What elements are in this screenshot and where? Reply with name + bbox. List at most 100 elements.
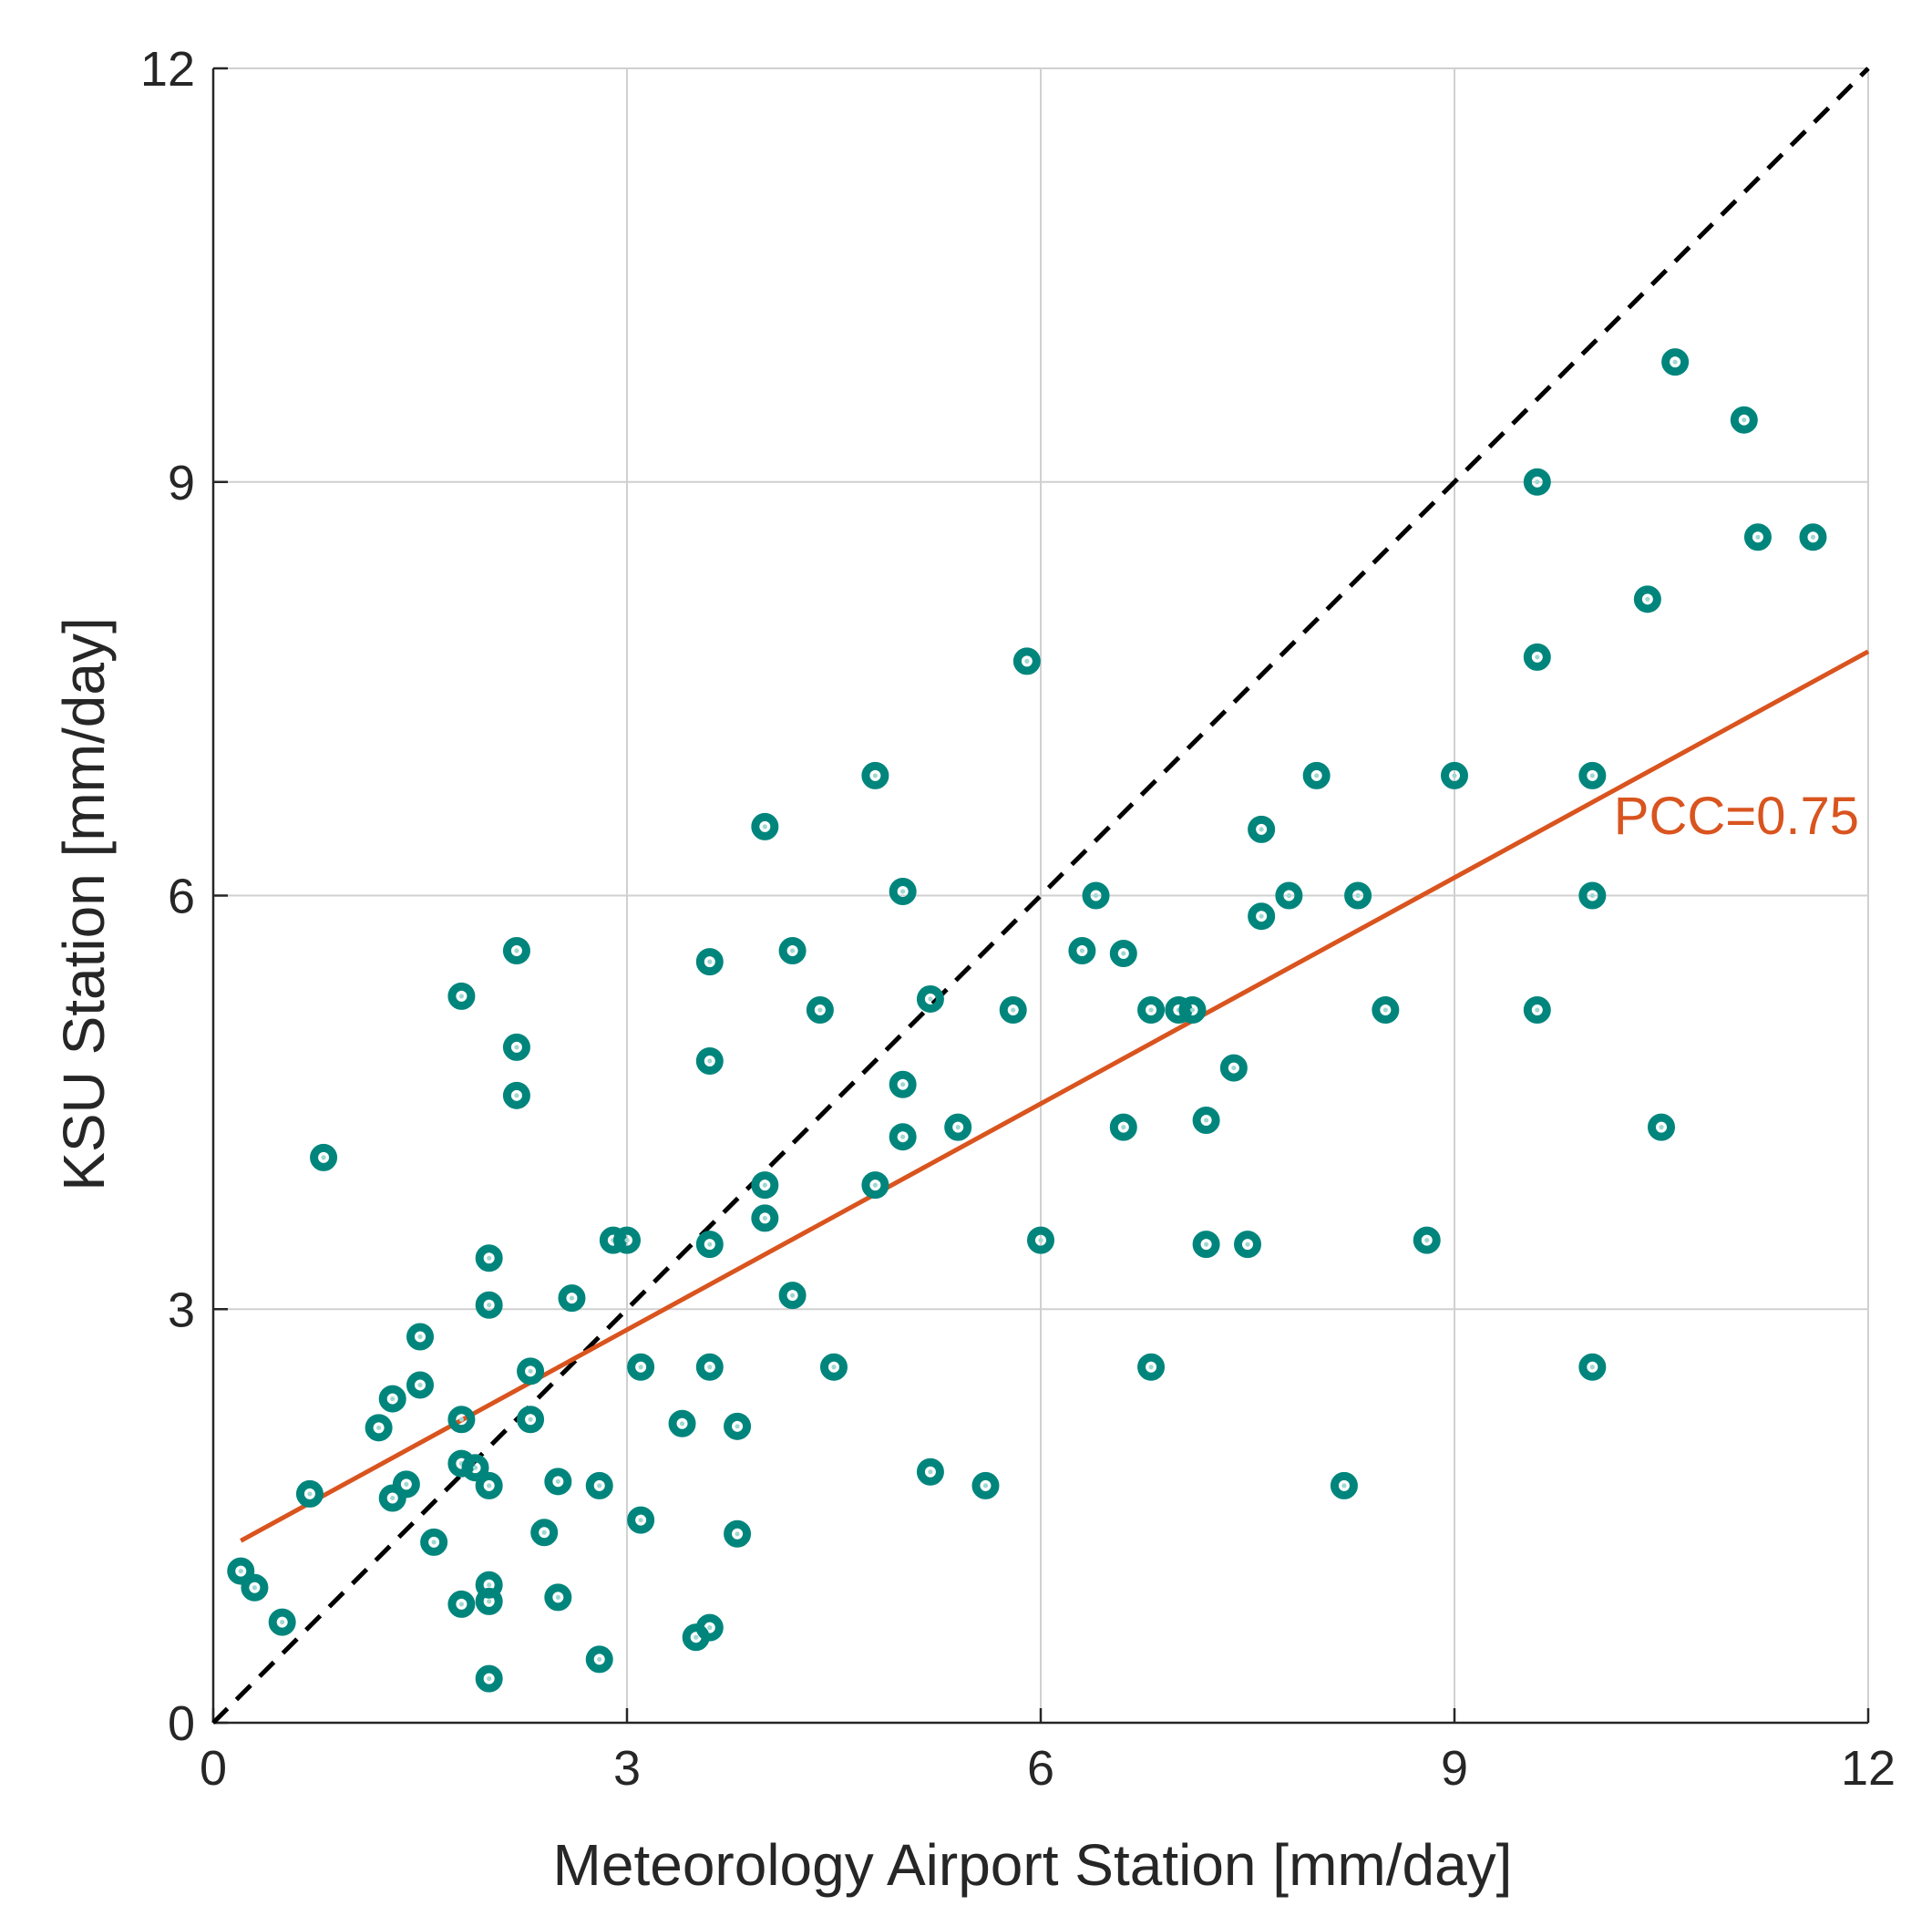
data-point-center [569,1295,575,1301]
data-point-2 [268,1608,296,1636]
data-point-15 [447,1590,476,1618]
data-point-ring [1082,881,1110,910]
data-point-ring [585,1645,613,1674]
data-point-center [1121,1125,1126,1130]
data-point-28 [530,1519,559,1547]
data-point-75 [1192,1231,1220,1259]
data-point-ring [406,1371,434,1399]
data-point-62 [971,1471,1000,1499]
data-point-42 [695,1231,724,1259]
data-point-82 [1330,1471,1358,1499]
data-point-ring [1165,996,1193,1025]
data-point-90 [1578,761,1607,789]
data-point-center [1382,1007,1388,1013]
data-point-ring [227,1557,255,1585]
y-tick-label-2: 6 [168,870,195,924]
data-point-47 [751,812,779,840]
data-point-ring [1027,1226,1054,1254]
data-point-ring [420,1528,448,1556]
x-axis-label: Meteorology Airport Station [mm/day] [553,1832,1513,1898]
data-point-80 [1275,881,1303,910]
data-point-76 [1219,1054,1248,1082]
data-point-ring [544,1583,572,1612]
data-point-center [597,1656,602,1663]
data-point-center [707,1241,713,1247]
data-point-center [1011,1007,1016,1013]
data-point-40 [695,948,724,976]
data-point-center [487,1676,492,1682]
data-point-center [404,1481,409,1487]
data-point-center [321,1155,326,1160]
data-point-61 [944,1113,972,1141]
data-point-71 [1137,1353,1166,1381]
data-point-ring [1068,937,1096,964]
data-point-ring [1248,902,1276,931]
data-point-ring [1799,523,1827,551]
data-point-ring [475,1471,503,1499]
data-point-center [624,1238,630,1243]
data-point-center [872,1182,879,1188]
data-point-ring [1109,940,1137,968]
data-point-78 [1248,815,1276,843]
data-point-67 [1082,881,1110,910]
data-point-center [458,1602,464,1607]
data-point-center [900,889,906,894]
data-point-ring [999,996,1027,1025]
data-point-ring [627,1353,655,1381]
data-point-center [390,1396,396,1402]
data-point-21 [475,1587,503,1615]
x-tick-label-1: 3 [613,1741,641,1796]
data-point-24 [502,1033,530,1061]
data-point-center [928,996,933,1002]
data-point-ring [806,996,834,1025]
data-point-98 [1799,523,1827,551]
data-point-ring [724,1519,752,1548]
y-tick-label-3: 9 [168,456,195,510]
data-point-center [555,1478,560,1484]
data-point-ring [778,1282,807,1310]
data-point-ring [695,1231,724,1259]
data-point-91 [1578,881,1607,910]
data-point-ring [751,1204,779,1232]
data-point-74 [1192,1107,1220,1135]
data-point-center [1259,913,1264,919]
data-point-center [707,1625,713,1631]
data-point-1 [241,1573,269,1602]
data-point-center [762,1215,767,1221]
x-tick-label-2: 6 [1027,1741,1054,1796]
data-point-ring [1192,1107,1220,1135]
data-point-96 [1730,406,1758,434]
data-point-center [817,1007,823,1013]
data-point-ring [1330,1471,1358,1499]
y-axis-label: KSU Station [mm/day] [51,617,117,1191]
data-point-10 [406,1371,434,1399]
data-point-ring [517,1357,545,1385]
data-point-center [487,1582,492,1588]
data-point-ring [447,982,476,1010]
data-point-center [1286,892,1291,899]
data-point-ring [599,1226,627,1254]
data-point-60 [916,1458,944,1486]
data-point-center [900,1134,906,1139]
data-point-center [1742,417,1747,423]
data-point-58 [889,1123,917,1151]
data-point-center [514,1045,519,1050]
data-point-ring [861,1171,889,1200]
data-point-27 [517,1406,545,1434]
data-point-93 [1633,585,1661,613]
data-point-85 [1413,1226,1441,1254]
data-point-center [982,1483,989,1489]
data-point-center [472,1465,478,1470]
data-point-9 [406,1323,434,1351]
data-point-68 [1109,940,1137,968]
data-point-92 [1578,1353,1607,1381]
data-point-77 [1234,1231,1261,1259]
data-point-51 [778,1282,807,1310]
data-point-81 [1302,761,1331,789]
data-point-53 [820,1353,848,1381]
data-point-ring [1302,761,1331,789]
data-point-ring [944,1113,972,1141]
data-point-ring [820,1353,848,1381]
data-point-4 [310,1143,338,1171]
